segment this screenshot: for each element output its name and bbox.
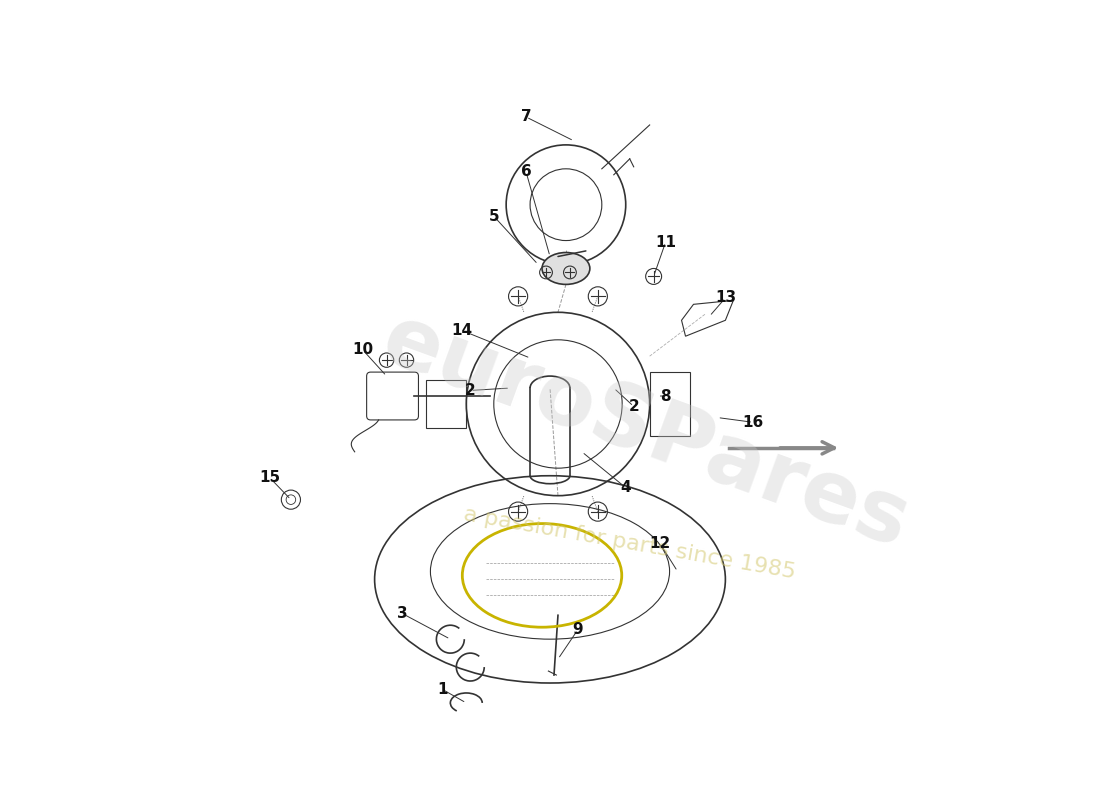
Text: 10: 10	[352, 342, 373, 358]
Text: a passion for parts since 1985: a passion for parts since 1985	[462, 505, 798, 582]
Text: 2: 2	[465, 383, 475, 398]
Text: 7: 7	[520, 110, 531, 125]
Text: euroSPares: euroSPares	[371, 298, 921, 566]
Text: 16: 16	[742, 415, 763, 430]
Text: 11: 11	[656, 234, 676, 250]
Text: 4: 4	[620, 480, 631, 495]
Text: 2: 2	[628, 399, 639, 414]
Text: 5: 5	[488, 209, 499, 224]
Text: 13: 13	[715, 290, 736, 306]
Text: 8: 8	[660, 389, 671, 403]
Text: 9: 9	[573, 622, 583, 637]
Text: 14: 14	[452, 323, 473, 338]
Text: 15: 15	[258, 470, 279, 485]
Text: 1: 1	[437, 682, 448, 697]
Text: 3: 3	[397, 606, 408, 621]
Ellipse shape	[542, 253, 590, 285]
Text: 12: 12	[649, 536, 671, 551]
Text: 6: 6	[520, 165, 531, 179]
